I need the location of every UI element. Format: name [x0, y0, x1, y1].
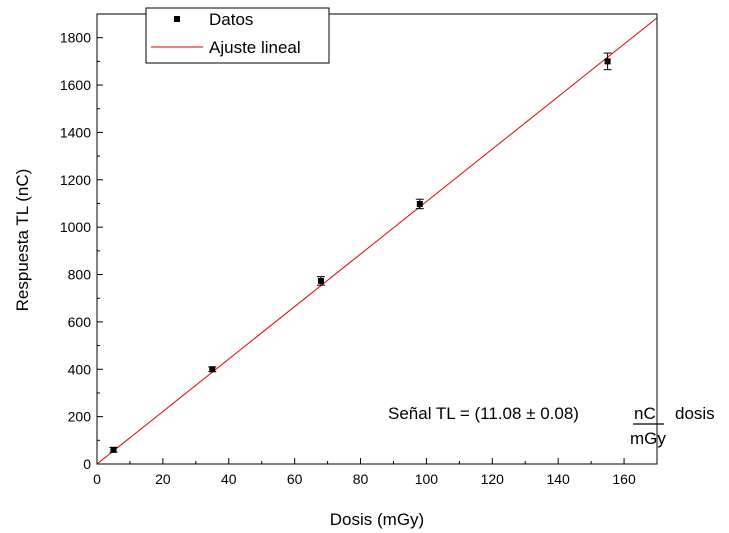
fit-line-layer — [96, 17, 658, 465]
x-tick-label: 20 — [155, 471, 171, 487]
x-tick-label: 160 — [612, 471, 636, 487]
x-tick-label: 80 — [353, 471, 369, 487]
x-axis-label: Dosis (mGy) — [330, 510, 424, 529]
x-tick-label: 120 — [481, 471, 505, 487]
data-points-layer — [109, 52, 612, 453]
legend-label-ajuste: Ajuste lineal — [209, 38, 301, 57]
y-tick-label: 200 — [68, 409, 92, 425]
fit-equation-annotation: Señal TL = (11.08 ± 0.08) nC dosis mGy — [388, 404, 715, 448]
data-point — [110, 446, 117, 453]
fit-line — [96, 17, 658, 465]
equation-unit-denominator: mGy — [630, 429, 666, 448]
plot-frame — [96, 13, 658, 465]
data-point — [604, 58, 611, 65]
x-tick-label: 100 — [415, 471, 439, 487]
data-point — [416, 200, 423, 207]
data-point — [318, 277, 324, 284]
y-tick-label: 1000 — [60, 219, 91, 235]
y-tick-label: 1200 — [60, 172, 91, 188]
data-point — [209, 366, 216, 373]
x-tick-label: 0 — [93, 471, 101, 487]
equation-unit-numerator: nC — [634, 404, 656, 423]
y-tick-label: 800 — [68, 267, 92, 283]
x-tick-label: 40 — [221, 471, 237, 487]
equation-variable: dosis — [675, 404, 715, 423]
legend: Datos Ajuste lineal — [145, 7, 330, 64]
x-tick-label: 60 — [287, 471, 303, 487]
y-tick-label: 1600 — [60, 77, 91, 93]
y-tick-label: 1400 — [60, 124, 91, 140]
y-tick-label: 0 — [83, 456, 91, 472]
equation-text: Señal TL = (11.08 ± 0.08) — [388, 404, 579, 423]
y-axis-label: Respuesta TL (nC) — [13, 169, 32, 312]
x-tick-label: 140 — [546, 471, 570, 487]
y-axis-ticks: 0 200 400 600 800 1000 1200 1400 1600 1800 — [60, 30, 103, 472]
y-tick-label: 1800 — [60, 30, 91, 46]
legend-label-datos: Datos — [209, 10, 253, 29]
x-axis-ticks: 0 20 40 60 80 100 120 140 160 — [93, 458, 636, 487]
legend-marker-datos — [174, 16, 180, 22]
y-tick-label: 400 — [68, 361, 92, 377]
y-tick-label: 600 — [68, 314, 92, 330]
